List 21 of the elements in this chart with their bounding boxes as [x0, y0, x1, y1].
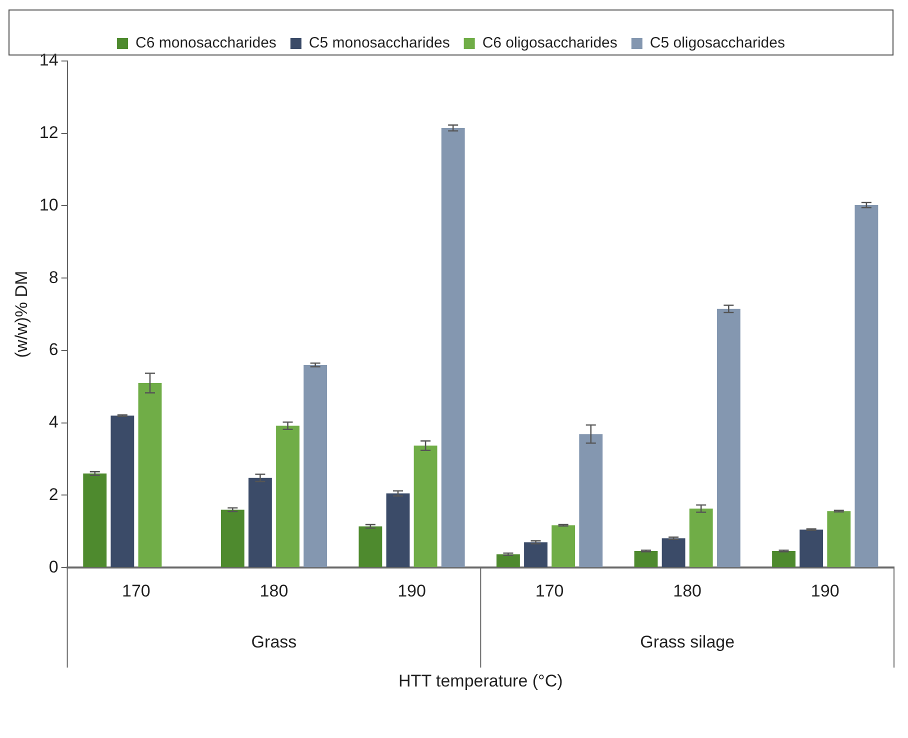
x-tick-label: 170: [535, 581, 564, 600]
y-axis-title: (w/w)% DM: [12, 270, 31, 358]
x-tick-label: 170: [122, 581, 150, 600]
y-tick-label: 2: [48, 484, 58, 504]
y-tick-label: 0: [48, 557, 58, 576]
y-tick-label: 4: [48, 412, 58, 432]
y-tick-label: 12: [39, 123, 58, 142]
x-tick-label: 180: [260, 581, 288, 600]
legend-label: C6 oligosaccharides: [482, 34, 618, 52]
y-tick-label: 10: [39, 195, 58, 214]
legend-label: C6 monosaccharides: [136, 34, 276, 52]
legend-label: C5 monosaccharides: [308, 34, 450, 52]
text: Grass silage: [640, 632, 735, 652]
x-tick-label: 190: [398, 581, 426, 600]
x-tick-label: 190: [810, 581, 840, 600]
y-tick-label: 8: [48, 268, 58, 287]
x-tick-label: 180: [673, 581, 702, 600]
x-axis-title: HTT temperature (°C): [398, 671, 563, 690]
text: Grass: [251, 632, 297, 652]
y-tick-label: 6: [48, 340, 58, 360]
legend-label: C5 oligosaccharides: [650, 34, 785, 52]
